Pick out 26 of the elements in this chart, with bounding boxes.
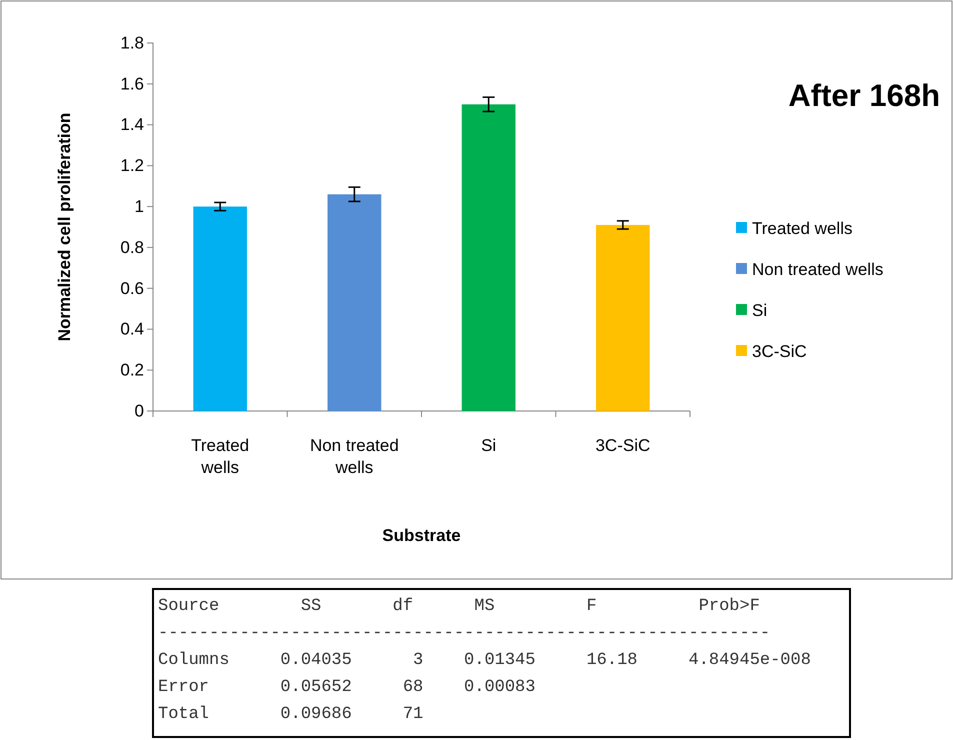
x-tick-label: 3C-SiC xyxy=(595,436,650,455)
x-tick-label: Si xyxy=(481,436,496,455)
y-tick-label: 1.4 xyxy=(120,115,144,134)
y-tick-label: 1.2 xyxy=(120,156,144,176)
legend-label: Non treated wells xyxy=(752,260,884,279)
y-tick-label: 0.4 xyxy=(120,320,144,339)
legend-label: Si xyxy=(752,301,768,320)
y-tick-label: 0.6 xyxy=(120,278,144,298)
legend-label: 3C-SiC xyxy=(752,342,807,361)
y-tick-label: 0 xyxy=(134,401,144,420)
y-tick-label: 1.6 xyxy=(120,74,144,94)
source-note: Source SS df MS F Prob>F xyxy=(158,597,760,616)
y-tick-label: 0.2 xyxy=(120,360,144,380)
text: Error 0.05652 68 0.00083 xyxy=(158,678,536,697)
y-tick-label: 1.8 xyxy=(120,33,144,52)
text: After 168h xyxy=(788,78,940,113)
text: Columns 0.04035 3 0.01345 16.18 4.84945e-008 xyxy=(158,651,811,670)
y-tick-label: 0.8 xyxy=(120,238,144,257)
x-tick-label: Non treated wells xyxy=(310,436,399,477)
x-tick-label: Treated wells xyxy=(191,436,250,477)
text: ------------------------------------------------------------ xyxy=(158,624,770,643)
y-tick-label: 1 xyxy=(134,196,144,216)
y-axis-title: Normalized cell proliferation xyxy=(55,112,74,342)
x-axis-title: Substrate xyxy=(382,526,461,545)
text: Total 0.09686 71 xyxy=(158,705,424,724)
legend-label: Treated wells xyxy=(752,219,852,238)
